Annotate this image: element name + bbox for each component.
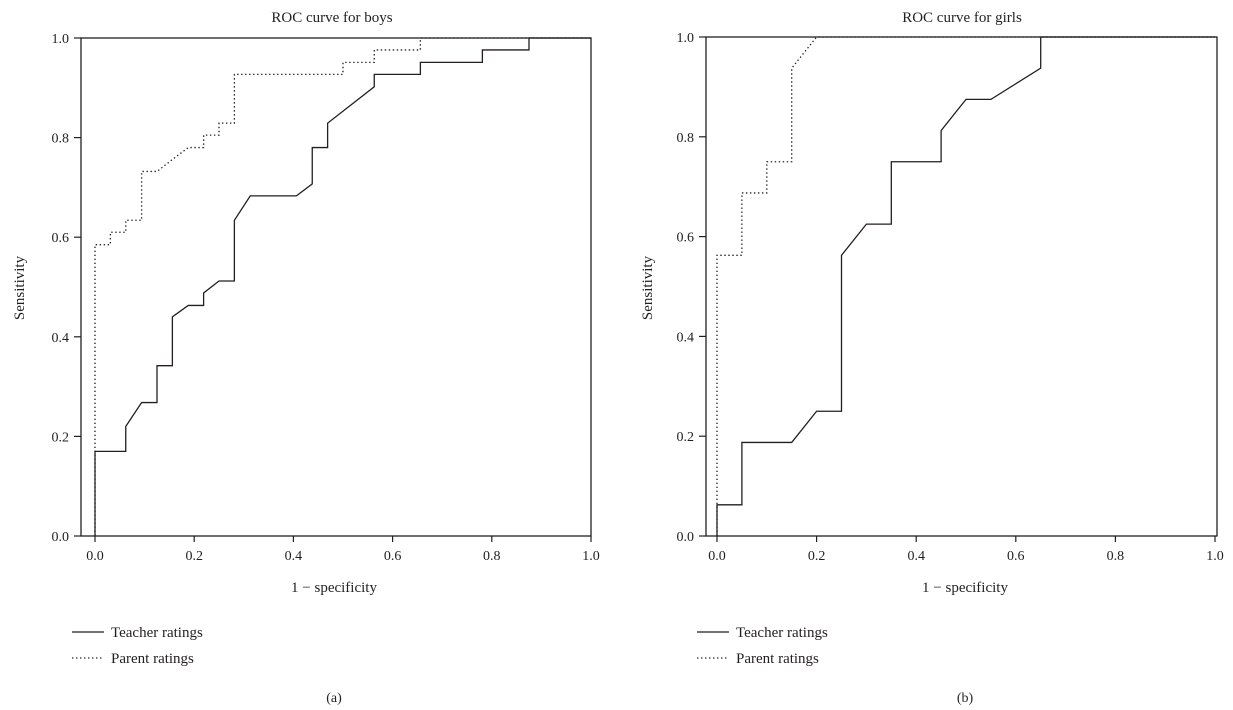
panel-label: (a) xyxy=(326,691,342,706)
y-tick-label: 0.2 xyxy=(677,430,695,445)
plot-frame xyxy=(705,36,1218,537)
x-tick-label: 0.8 xyxy=(483,549,501,564)
series-line-parent-ratings xyxy=(716,36,1215,536)
series-layer xyxy=(716,36,1215,536)
x-axis-label: 1 − specificity xyxy=(291,580,377,596)
series-line-teacher-ratings xyxy=(94,37,591,536)
x-axis-ticks: 0.0 0.2 0.4 0.6 0.8 1.0 xyxy=(86,536,600,564)
y-tick-label: 1.0 xyxy=(677,31,695,46)
y-tick-label: 0.6 xyxy=(677,231,695,246)
y-tick-label: 0.2 xyxy=(52,430,70,445)
y-axis-label: Sensitivity xyxy=(640,255,656,320)
panel-label: (b) xyxy=(957,691,974,706)
x-tick-label: 0.0 xyxy=(86,549,104,564)
y-axis-ticks: 0.0 0.2 0.4 0.6 0.8 1.0 xyxy=(52,32,81,545)
chart-title: ROC curve for girls xyxy=(902,10,1022,26)
x-tick-label: 0.4 xyxy=(907,549,925,564)
x-tick-label: 0.8 xyxy=(1107,549,1125,564)
series-line-teacher-ratings xyxy=(716,36,1215,536)
panel-b: ROC curve for girls 0.0 0.2 0.4 0.6 0.8 1.0 0… xyxy=(640,10,1224,706)
x-tick-label: 0.4 xyxy=(285,549,303,564)
x-tick-label: 0.6 xyxy=(1007,549,1025,564)
y-tick-label: 1.0 xyxy=(52,32,70,47)
legend: Teacher ratings Parent ratings xyxy=(697,625,828,667)
y-tick-label: 0.8 xyxy=(677,131,695,146)
panel-a: ROC curve for boys 0.0 0.2 0.4 0.6 0.8 1.0 0.… xyxy=(12,10,600,706)
x-tick-label: 1.0 xyxy=(582,549,600,564)
y-tick-label: 0.6 xyxy=(52,231,70,246)
x-axis-ticks: 0.0 0.2 0.4 0.6 0.8 1.0 xyxy=(708,536,1224,564)
legend-label-teacher: Teacher ratings xyxy=(111,625,203,641)
series-line-parent-ratings xyxy=(94,37,591,536)
x-tick-label: 0.2 xyxy=(185,549,203,564)
x-tick-label: 0.6 xyxy=(384,549,402,564)
x-tick-label: 1.0 xyxy=(1206,549,1224,564)
y-tick-label: 0.8 xyxy=(52,132,70,147)
chart-title: ROC curve for boys xyxy=(271,10,392,26)
legend: Teacher ratings Parent ratings xyxy=(72,625,203,667)
x-tick-label: 0.0 xyxy=(708,549,726,564)
legend-label-parent: Parent ratings xyxy=(111,651,194,667)
legend-label-parent: Parent ratings xyxy=(736,651,819,667)
y-tick-label: 0.4 xyxy=(677,330,695,345)
y-tick-label: 0.0 xyxy=(677,530,695,545)
x-axis-label: 1 − specificity xyxy=(922,580,1008,596)
y-axis-label: Sensitivity xyxy=(12,255,28,320)
y-tick-label: 0.0 xyxy=(52,530,70,545)
legend-label-teacher: Teacher ratings xyxy=(736,625,828,641)
plot-frame xyxy=(80,37,592,537)
series-layer xyxy=(94,37,591,536)
y-axis-ticks: 0.0 0.2 0.4 0.6 0.8 1.0 xyxy=(677,31,706,545)
x-tick-label: 0.2 xyxy=(808,549,826,564)
y-tick-label: 0.4 xyxy=(52,331,70,346)
